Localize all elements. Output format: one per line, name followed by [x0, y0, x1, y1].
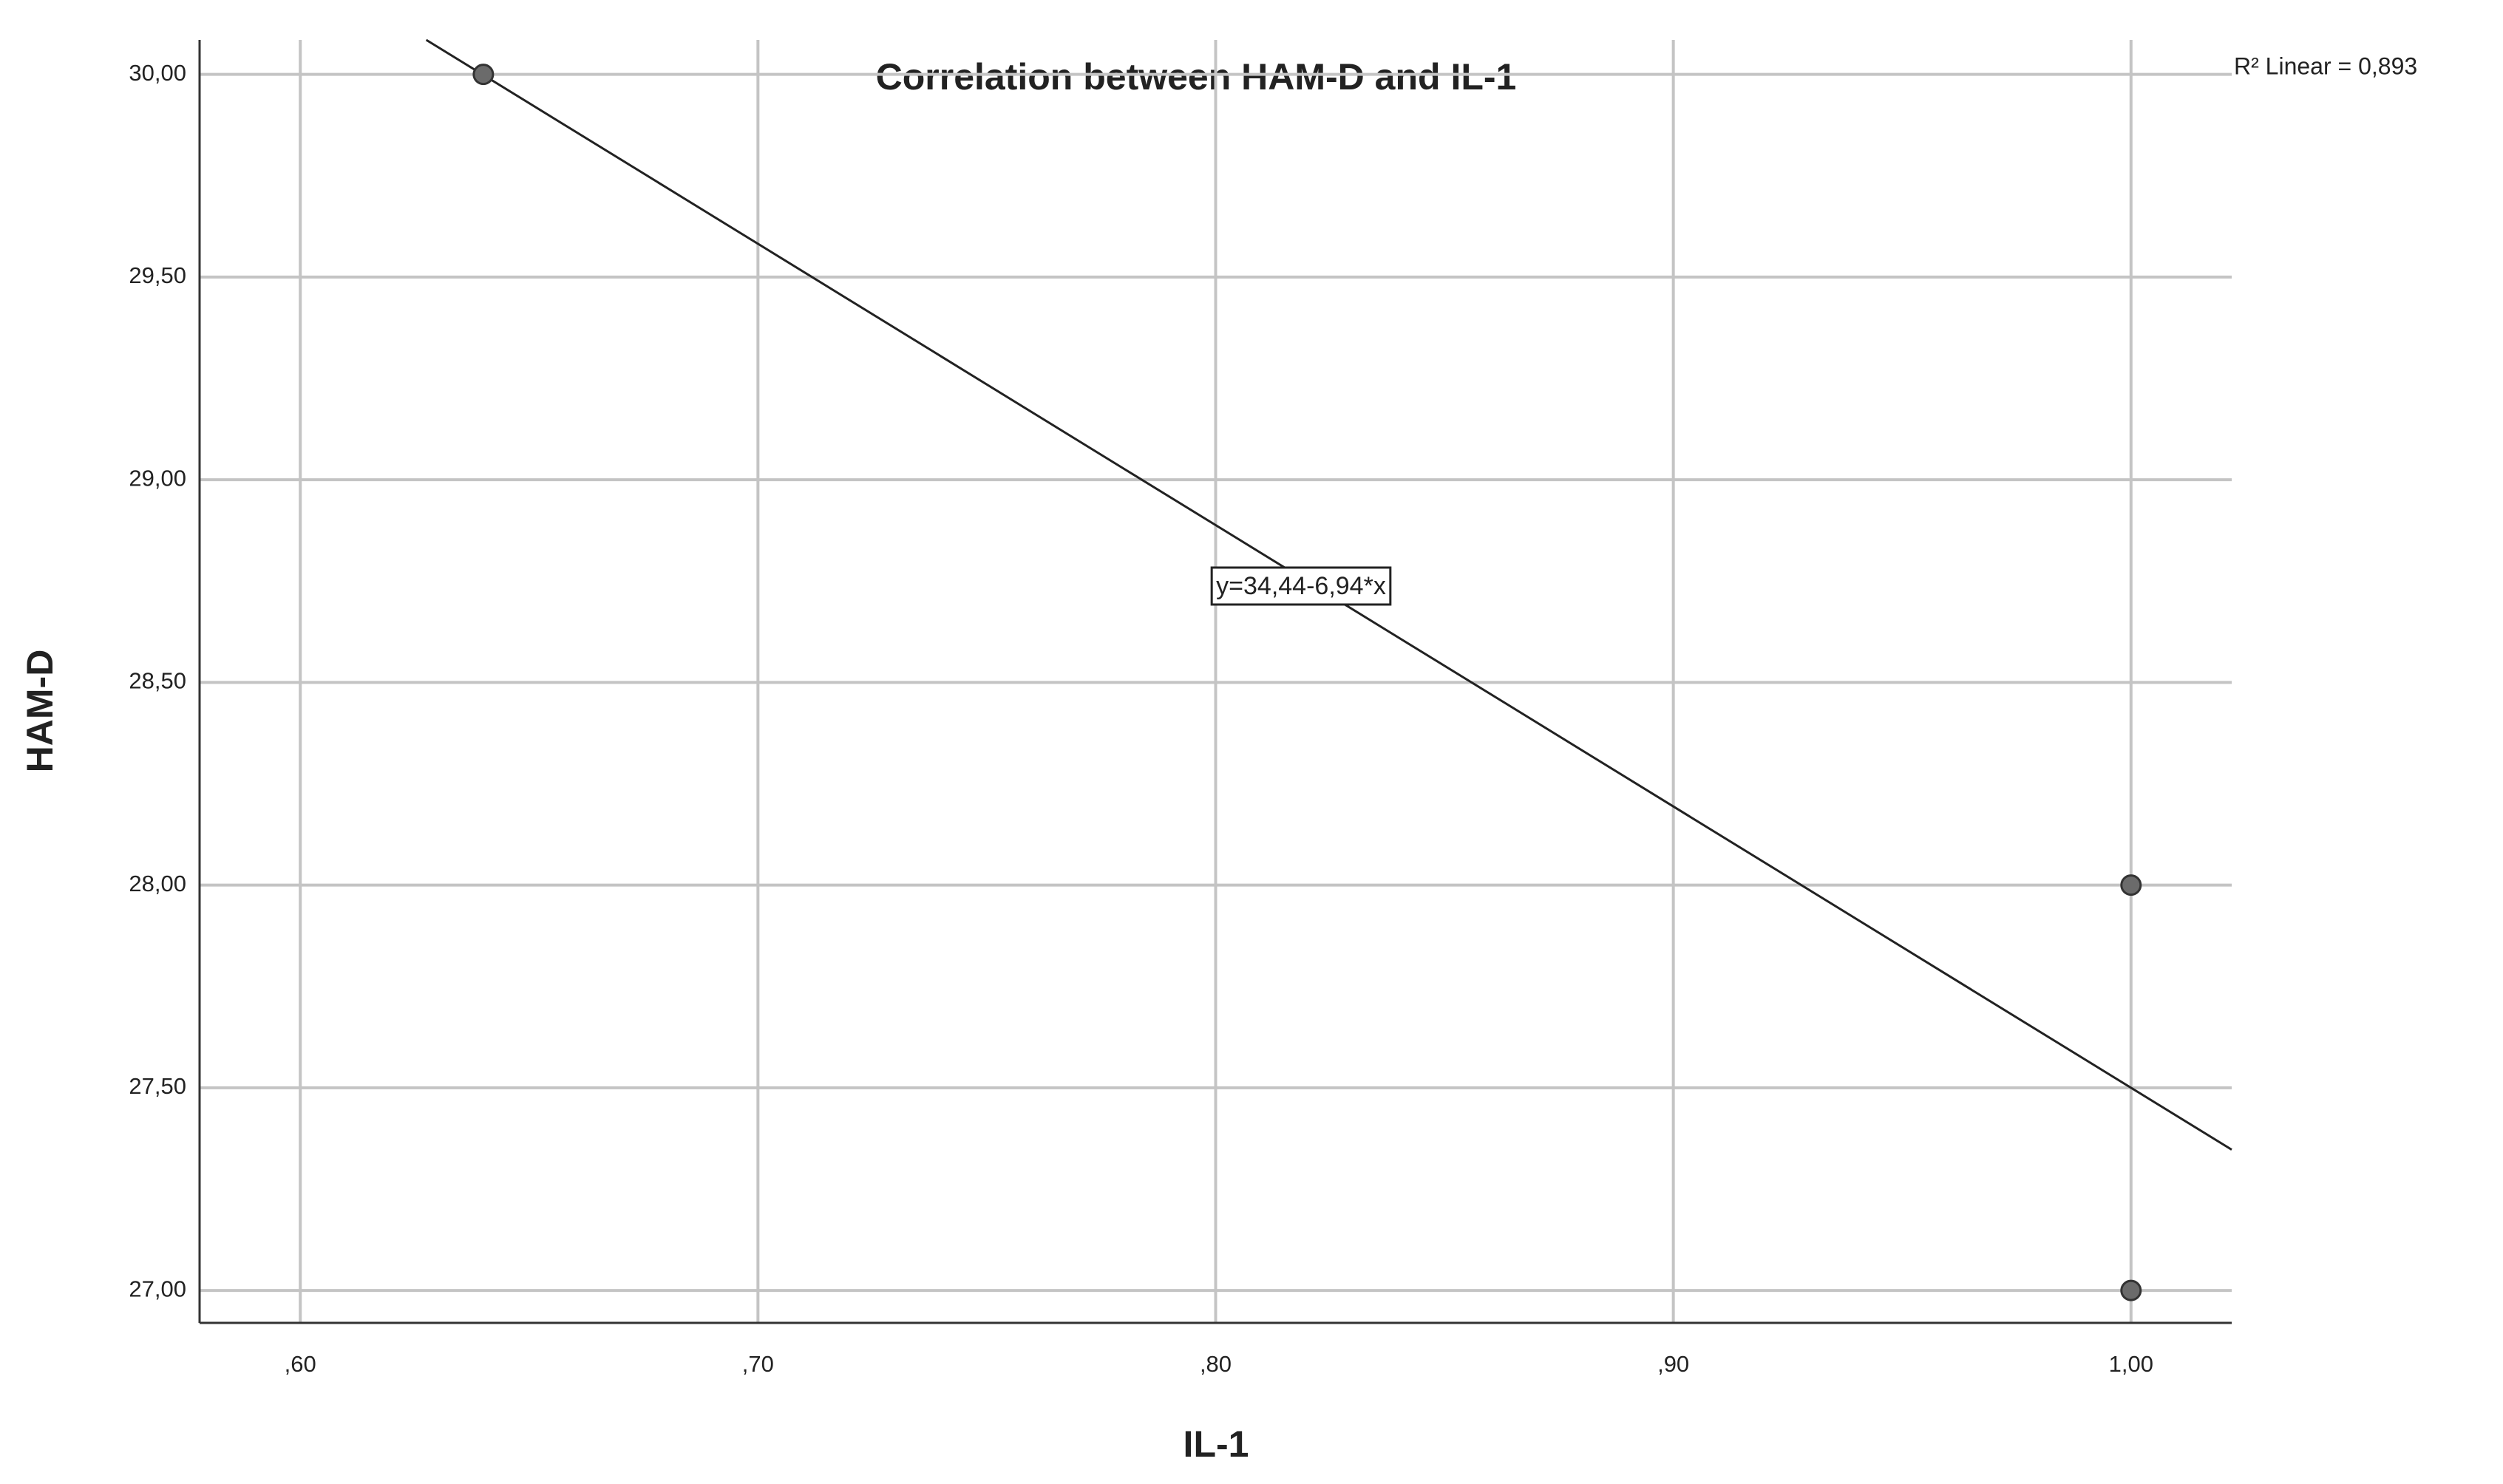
chart-title: Correlation between HAM-D and IL-1 [876, 56, 1517, 98]
y-tick-label: 28,50 [129, 668, 186, 694]
x-axis-label: IL-1 [1183, 1423, 1249, 1465]
y-tick-label: 27,50 [129, 1073, 186, 1099]
point [2120, 1279, 2142, 1301]
y-axis-label: HAM-D [19, 650, 61, 773]
y-tick-label: 29,00 [129, 465, 186, 491]
x-tick-label: ,70 [742, 1351, 774, 1377]
point [2120, 874, 2142, 896]
y-tick-label: 30,00 [129, 60, 186, 86]
r2-label: R² Linear = 0,893 [2234, 52, 2417, 79]
x-tick-label: 1,00 [2109, 1351, 2153, 1377]
y-tick-label: 27,00 [129, 1276, 186, 1301]
y-tick-label: 29,50 [129, 262, 186, 288]
x-tick-label: ,80 [1200, 1351, 1232, 1377]
y-tick-label: 28,00 [129, 871, 186, 896]
fit-label-box [1210, 566, 1392, 606]
x-tick-label: ,90 [1657, 1351, 1689, 1377]
point [472, 64, 495, 86]
x-tick-label: ,60 [285, 1351, 316, 1377]
fit-label: y=34,44-6,94*x [1216, 572, 1386, 600]
